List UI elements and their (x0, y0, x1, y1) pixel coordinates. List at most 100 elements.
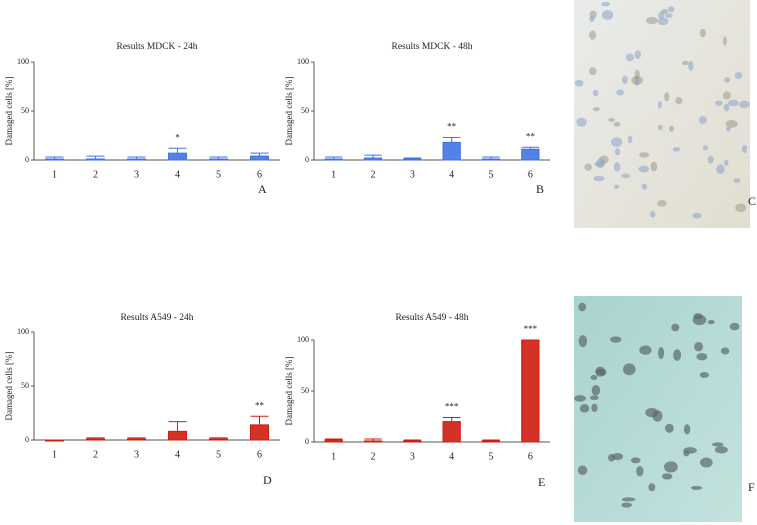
cell (683, 424, 691, 435)
significance: ** (447, 122, 457, 132)
error-bar (45, 156, 64, 160)
cell (698, 116, 707, 124)
panel-letter: F (748, 480, 755, 494)
cell (613, 121, 621, 127)
cell (692, 212, 702, 219)
cell (720, 347, 730, 355)
x-tick-label: 5 (489, 451, 494, 462)
cell (711, 442, 724, 447)
bar (521, 148, 540, 161)
cell (733, 178, 741, 183)
x-tick-label: 1 (331, 451, 336, 462)
x-tick-label: 5 (216, 449, 221, 460)
cell (702, 144, 709, 151)
y-tick-label: 100 (17, 57, 29, 66)
x-tick-label: 4 (175, 449, 180, 460)
bar (481, 158, 501, 161)
error-bar (209, 156, 228, 160)
bar (167, 430, 188, 441)
cell (668, 125, 674, 132)
panel-letter: B (536, 182, 544, 196)
cell (589, 30, 597, 40)
error-bar (521, 146, 539, 150)
cell (699, 372, 709, 379)
x-tick-label: 2 (371, 451, 376, 462)
y-tick-label: 100 (297, 57, 309, 66)
cell (601, 1, 611, 7)
bar (208, 158, 229, 161)
error-bar (443, 136, 461, 143)
cell (727, 99, 739, 107)
cell (648, 483, 656, 492)
bar (442, 421, 461, 443)
significance: ** (526, 131, 536, 141)
significance: ** (255, 400, 265, 410)
error-bar (443, 417, 461, 422)
cell (722, 91, 731, 100)
cell (681, 60, 689, 66)
chart-title: Results MDCK - 24h (116, 42, 197, 52)
cell (596, 158, 605, 169)
cell (675, 97, 683, 105)
y-tick-label: 50 (301, 106, 309, 115)
cell (715, 100, 723, 106)
x-tick-label: 3 (134, 449, 139, 460)
cell (724, 77, 731, 83)
y-tick-label: 100 (17, 327, 29, 336)
error-bar (250, 152, 269, 157)
cell (646, 16, 658, 25)
y-axis-label: Damaged cells [%] (284, 357, 294, 426)
cell (657, 17, 669, 26)
cell (694, 341, 703, 352)
cell (578, 302, 587, 312)
y-tick-label: 0 (25, 435, 29, 444)
x-tick-label: 4 (449, 169, 454, 180)
cell (611, 453, 623, 461)
cell (664, 92, 670, 102)
cell (661, 473, 673, 480)
cell (574, 79, 584, 87)
chart-title: Results A549 - 24h (120, 313, 193, 323)
cell (577, 465, 588, 476)
x-tick-label: 1 (331, 169, 336, 180)
cell (611, 137, 623, 147)
significance: * (175, 132, 180, 142)
cell (614, 148, 621, 156)
cell (589, 67, 597, 76)
cell (699, 28, 706, 38)
bar (403, 158, 422, 161)
x-tick-label: 5 (489, 169, 494, 180)
cell (627, 135, 633, 144)
cell (621, 173, 631, 179)
cell (714, 446, 728, 454)
cell (688, 60, 694, 71)
cell (613, 184, 620, 189)
x-tick-label: 5 (216, 169, 221, 180)
cell (595, 366, 606, 377)
cell (638, 165, 649, 173)
error-bar (482, 439, 500, 441)
cell (584, 163, 593, 171)
cell (657, 101, 662, 109)
cell (664, 13, 673, 19)
cell (591, 403, 598, 413)
cell (658, 347, 665, 359)
y-tick-label: 0 (25, 155, 29, 164)
significance: *** (445, 402, 459, 412)
cell (593, 175, 605, 182)
x-tick-label: 3 (134, 169, 139, 180)
x-tick-label: 4 (175, 169, 180, 180)
bar (324, 439, 343, 443)
error-bar (168, 147, 187, 154)
chart-title: Results MDCK - 48h (391, 42, 472, 52)
error-bar (250, 415, 269, 425)
cell (621, 75, 628, 85)
cell (729, 322, 740, 331)
x-tick-label: 6 (257, 449, 262, 460)
cell (722, 36, 727, 46)
y-tick-label: 50 (301, 386, 309, 395)
error-bar (86, 155, 105, 160)
cell (692, 314, 707, 326)
cell (636, 466, 644, 477)
